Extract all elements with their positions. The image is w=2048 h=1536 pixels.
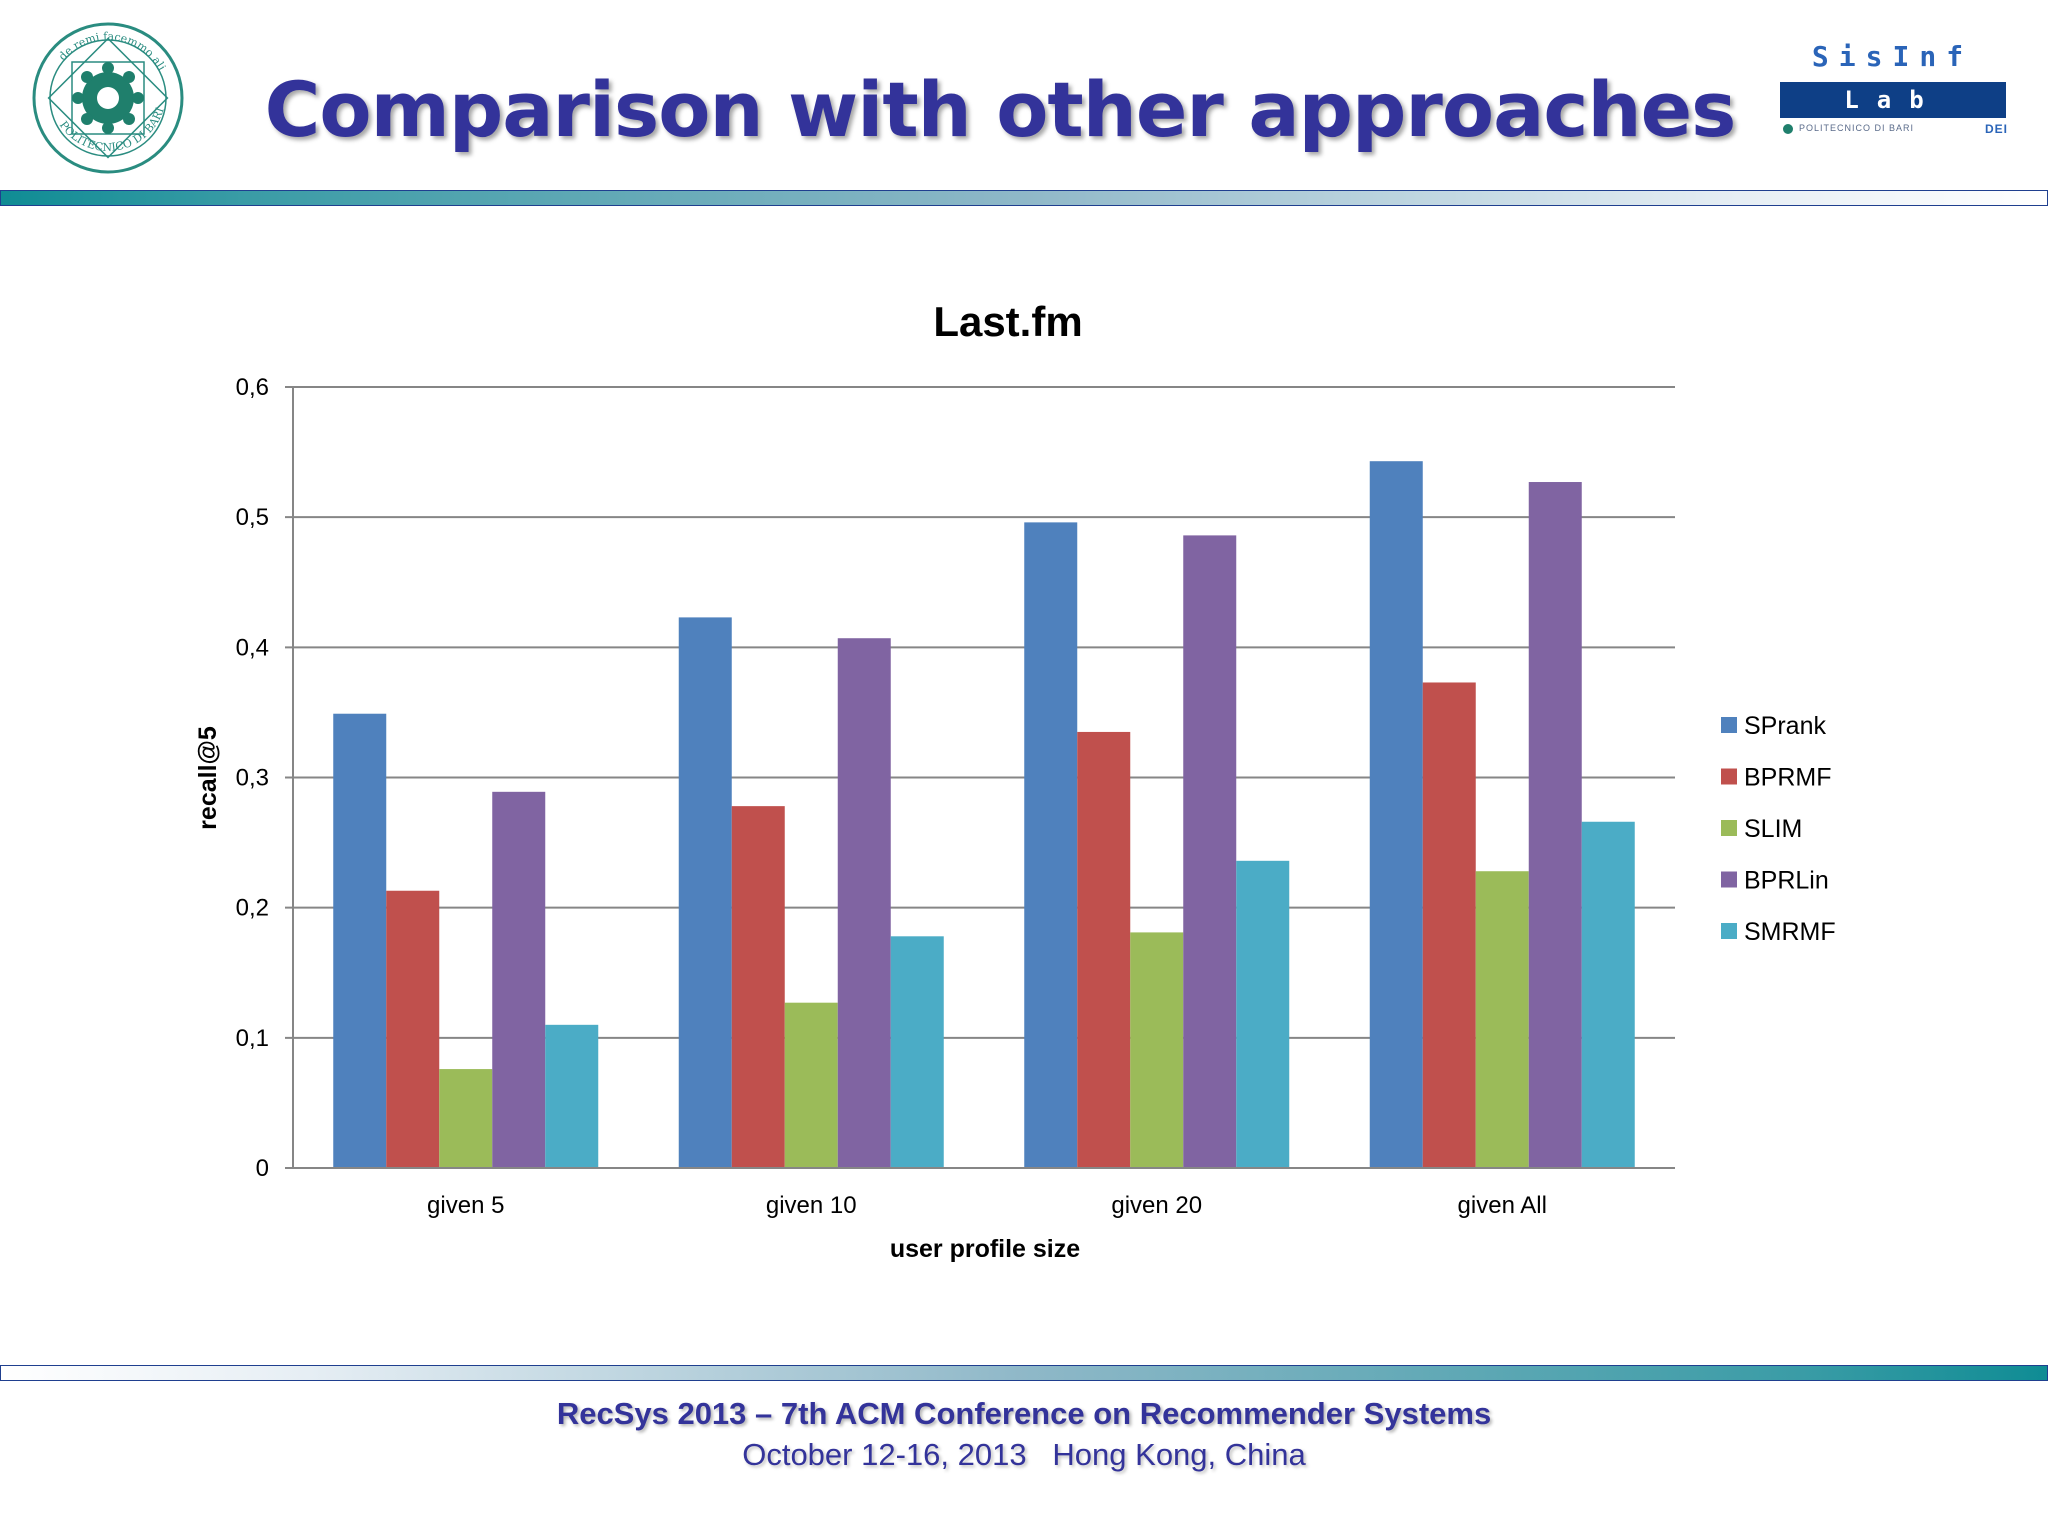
legend-label: SLIM	[1744, 815, 1802, 843]
chart-legend: SPrank BPRMF SLIM BPRLin SMRMF	[1721, 712, 1836, 946]
x-tick-label: given All	[1458, 1192, 1547, 1219]
bar-bprlin-4	[1528, 482, 1582, 1168]
bar-sprank-1	[333, 713, 387, 1168]
legend-label: SMRMF	[1744, 918, 1836, 946]
bar-smrmf-3	[1236, 860, 1290, 1168]
bar-smrmf-2	[890, 936, 944, 1168]
page-title: Comparison with other approaches	[264, 65, 1737, 154]
dei-logo-text: DEI	[1984, 122, 2008, 136]
politecnico-di-bari-logo: de remi facemmo ali POLITECNICO DI BARI	[28, 18, 188, 178]
bar-chart: Last.fm 00,10,20,30,40,50,6 given 5 given…	[194, 298, 1836, 1263]
x-tick-label: given 5	[427, 1192, 504, 1219]
y-axis-title: recall@5	[194, 726, 222, 830]
bar-sprank-2	[678, 617, 732, 1168]
legend-label: BPRLin	[1744, 867, 1829, 895]
legend-label: SPrank	[1744, 712, 1826, 740]
bar-bprmf-3	[1077, 731, 1131, 1168]
dot-icon	[1783, 124, 1793, 134]
legend-swatch	[1721, 717, 1737, 733]
sisinf-logo-text: SisInf	[1811, 40, 1974, 73]
y-tick-label: 0,3	[236, 765, 269, 792]
x-axis-title: user profile size	[890, 1235, 1080, 1263]
footer-date-location: October 12-16, 2013 Hong Kong, China	[742, 1437, 1306, 1472]
lab-logo-band: Lab	[1780, 82, 2006, 118]
y-tick-label: 0,4	[236, 634, 269, 661]
logo-subtitle-text: POLITECNICO DI BARI	[1799, 123, 1915, 133]
legend-swatch	[1721, 923, 1737, 939]
bar-bprlin-3	[1183, 535, 1237, 1168]
legend-label: BPRMF	[1744, 764, 1832, 792]
x-axis	[285, 387, 1675, 1169]
politecnico-di-bari-seal-icon: de remi facemmo ali POLITECNICO DI BARI	[32, 22, 184, 174]
x-axis-ticks: given 5 given 10 given 20 given All	[427, 1192, 1547, 1219]
bar-sprank-3	[1024, 522, 1078, 1168]
legend-swatch	[1721, 768, 1737, 785]
bar-slim-3	[1130, 932, 1184, 1168]
footer-conference: RecSys 2013 – 7th ACM Conference on Reco…	[556, 1396, 1492, 1431]
bar-bprlin-2	[837, 638, 891, 1168]
y-tick-label: 0,2	[236, 895, 269, 922]
y-tick-label: 0,5	[236, 504, 269, 531]
y-tick-label: 0,6	[236, 374, 269, 401]
bar-slim-4	[1475, 871, 1529, 1168]
logo-subtitle: POLITECNICO DI BARI DEI	[1783, 122, 2008, 138]
x-tick-label: given 10	[766, 1192, 857, 1219]
bar-smrmf-1	[545, 1024, 599, 1168]
bar-slim-1	[439, 1069, 493, 1168]
sisinf-lab-logo: SisInf Lab POLITECNICO DI BARI DEI	[1775, 40, 2010, 150]
y-axis-ticks: 0 0,1 0,2 0,3 0,4 0,5 0,6	[236, 374, 269, 1182]
bar-bprmf-1	[386, 890, 440, 1168]
legend-swatch	[1721, 820, 1737, 836]
bar-sprank-4	[1369, 461, 1423, 1168]
x-tick-label: given 20	[1111, 1192, 1202, 1219]
bar-bprlin-1	[492, 791, 546, 1168]
y-tick-label: 0,1	[236, 1025, 269, 1052]
bar-bprmf-2	[731, 806, 785, 1168]
footer-band	[0, 1365, 2048, 1381]
legend-swatch	[1721, 871, 1737, 888]
bar-bprmf-4	[1422, 682, 1476, 1168]
bar-smrmf-4	[1581, 821, 1635, 1168]
chart-title: Last.fm	[933, 298, 1082, 345]
bar-slim-2	[784, 1002, 838, 1168]
chart-bars	[333, 461, 1635, 1168]
y-tick-label: 0	[256, 1155, 269, 1182]
